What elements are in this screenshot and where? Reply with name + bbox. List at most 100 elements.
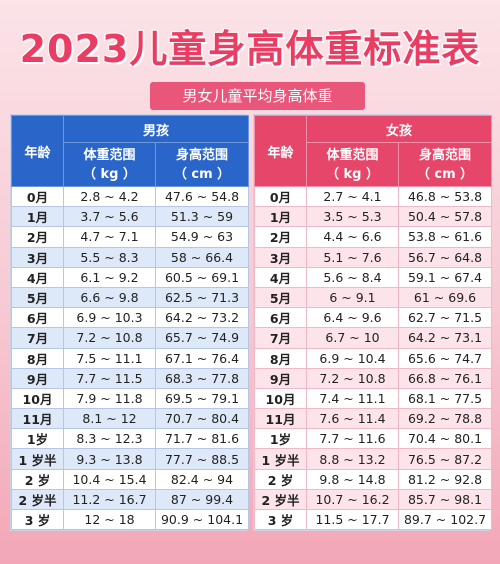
age-cell: 8月 — [254, 347, 307, 369]
height-cell: 68.1 ~ 77.5 — [397, 387, 493, 410]
height-cell: 50.4 ~ 57.8 — [397, 206, 493, 228]
table-row: 2 岁半 11.2 ~ 16.7 87 ~ 99.4 — [11, 488, 250, 511]
subtitle-banner: 男女儿童平均身高体重 — [150, 82, 365, 110]
height-cell: 61 ~ 69.6 — [397, 286, 493, 309]
table-row: 1月 3.5 ~ 5.3 50.4 ~ 57.8 — [254, 206, 493, 228]
age-cell: 2月 — [11, 226, 64, 248]
height-cell: 65.6 ~ 74.7 — [397, 347, 493, 369]
boys-header: 男孩 — [62, 115, 250, 143]
table-row: 1月 3.7 ~ 5.6 51.3 ~ 59 — [11, 206, 250, 228]
table-row: 8月 7.5 ~ 11.1 67.1 ~ 76.4 — [11, 347, 250, 369]
height-cell: 64.2 ~ 73.1 — [397, 327, 493, 349]
weight-unit-label: （ kg ） — [82, 166, 136, 182]
table-row: 1 岁半 9.3 ~ 13.8 77.7 ~ 88.5 — [11, 448, 250, 470]
height-cell: 89.7 ~ 102.7 — [397, 508, 493, 531]
weight-cell: 7.7 ~ 11.5 — [63, 367, 156, 389]
height-unit-label: （ cm ） — [416, 166, 474, 182]
weight-cell: 5.5 ~ 8.3 — [63, 246, 156, 268]
age-cell: 6月 — [11, 307, 64, 329]
weight-cell: 4.4 ~ 6.6 — [306, 226, 399, 248]
age-cell: 3 岁 — [254, 508, 307, 531]
table-row: 10月 7.9 ~ 11.8 69.5 ~ 79.1 — [11, 387, 250, 410]
weight-cell: 7.9 ~ 11.8 — [63, 387, 156, 410]
weight-range-header: 体重范围 （ kg ） — [63, 142, 156, 187]
height-unit-label: （ cm ） — [173, 166, 231, 182]
weight-range-label: 体重范围 — [326, 147, 379, 163]
age-cell: 8月 — [11, 347, 64, 369]
weight-cell: 7.2 ~ 10.8 — [306, 367, 399, 389]
boys-table: 年龄 男孩 体重范围 （ kg ） 身高范围 （ cm ） 0月 2.8 ~ 4.… — [11, 115, 250, 531]
table-row: 2月 4.7 ~ 7.1 54.9 ~ 63 — [11, 226, 250, 248]
weight-range-header: 体重范围 （ kg ） — [306, 142, 399, 187]
height-range-label: 身高范围 — [176, 147, 229, 163]
height-cell: 76.5 ~ 87.2 — [397, 448, 493, 470]
girls-table-container: 年龄 女孩 体重范围 （ kg ） 身高范围 （ cm ） 0月 2.7 ~ 4.… — [253, 114, 493, 532]
age-cell: 1 岁半 — [254, 448, 307, 470]
height-cell: 87 ~ 99.4 — [154, 488, 250, 511]
weight-cell: 7.4 ~ 11.1 — [306, 387, 399, 410]
boys-table-body: 0月 2.8 ~ 4.2 47.6 ~ 54.8 1月 3.7 ~ 5.6 51.3 ~ … — [11, 185, 250, 531]
age-cell: 6月 — [254, 307, 307, 329]
table-row: 4月 6.1 ~ 9.2 60.5 ~ 69.1 — [11, 266, 250, 288]
height-cell: 46.8 ~ 53.8 — [397, 185, 493, 208]
age-cell: 5月 — [11, 286, 64, 309]
height-cell: 81.2 ~ 92.8 — [397, 468, 493, 490]
table-row: 3月 5.1 ~ 7.6 56.7 ~ 64.8 — [254, 246, 493, 268]
weight-cell: 7.2 ~ 10.8 — [63, 327, 156, 349]
weight-cell: 6.9 ~ 10.3 — [63, 307, 156, 329]
table-row: 2月 4.4 ~ 6.6 53.8 ~ 61.6 — [254, 226, 493, 248]
weight-cell: 5.1 ~ 7.6 — [306, 246, 399, 268]
weight-cell: 9.8 ~ 14.8 — [306, 468, 399, 490]
age-cell: 11月 — [11, 408, 64, 430]
height-cell: 68.3 ~ 77.8 — [154, 367, 250, 389]
table-row: 2 岁半 10.7 ~ 16.2 85.7 ~ 98.1 — [254, 488, 493, 511]
weight-cell: 6.6 ~ 9.8 — [63, 286, 156, 309]
girls-table: 年龄 女孩 体重范围 （ kg ） 身高范围 （ cm ） 0月 2.7 ~ 4.… — [254, 115, 493, 531]
table-row: 1岁 8.3 ~ 12.3 71.7 ~ 81.6 — [11, 428, 250, 450]
age-cell: 7月 — [254, 327, 307, 349]
weight-cell: 6 ~ 9.1 — [306, 286, 399, 309]
table-row: 0月 2.8 ~ 4.2 47.6 ~ 54.8 — [11, 185, 250, 208]
weight-cell: 2.7 ~ 4.1 — [306, 185, 399, 208]
table-row: 1 岁半 8.8 ~ 13.2 76.5 ~ 87.2 — [254, 448, 493, 470]
table-row: 11月 8.1 ~ 12 70.7 ~ 80.4 — [11, 408, 250, 430]
age-cell: 3月 — [254, 246, 307, 268]
table-row: 4月 5.6 ~ 8.4 59.1 ~ 67.4 — [254, 266, 493, 288]
weight-cell: 10.7 ~ 16.2 — [306, 488, 399, 511]
height-cell: 67.1 ~ 76.4 — [154, 347, 250, 369]
height-range-header: 身高范围 （ cm ） — [397, 142, 493, 187]
height-cell: 71.7 ~ 81.6 — [154, 428, 250, 450]
weight-unit-label: （ kg ） — [325, 166, 379, 182]
table-row: 2 岁 10.4 ~ 15.4 82.4 ~ 94 — [11, 468, 250, 490]
table-row: 9月 7.7 ~ 11.5 68.3 ~ 77.8 — [11, 367, 250, 389]
table-row: 7月 7.2 ~ 10.8 65.7 ~ 74.9 — [11, 327, 250, 349]
weight-cell: 8.8 ~ 13.2 — [306, 448, 399, 470]
height-cell: 69.2 ~ 78.8 — [397, 408, 493, 430]
weight-cell: 6.9 ~ 10.4 — [306, 347, 399, 369]
height-cell: 85.7 ~ 98.1 — [397, 488, 493, 511]
age-cell: 2月 — [254, 226, 307, 248]
height-cell: 77.7 ~ 88.5 — [154, 448, 250, 470]
height-cell: 64.2 ~ 73.2 — [154, 307, 250, 329]
weight-cell: 11.2 ~ 16.7 — [63, 488, 156, 511]
age-cell: 11月 — [254, 408, 307, 430]
weight-cell: 4.7 ~ 7.1 — [63, 226, 156, 248]
weight-cell: 6.1 ~ 9.2 — [63, 266, 156, 288]
age-cell: 3 岁 — [11, 508, 64, 531]
table-row: 10月 7.4 ~ 11.1 68.1 ~ 77.5 — [254, 387, 493, 410]
table-row: 7月 6.7 ~ 10 64.2 ~ 73.1 — [254, 327, 493, 349]
weight-cell: 3.5 ~ 5.3 — [306, 206, 399, 228]
table-row: 9月 7.2 ~ 10.8 66.8 ~ 76.1 — [254, 367, 493, 389]
height-cell: 59.1 ~ 67.4 — [397, 266, 493, 288]
weight-cell: 2.8 ~ 4.2 — [63, 185, 156, 208]
weight-cell: 7.5 ~ 11.1 — [63, 347, 156, 369]
age-header: 年龄 — [254, 115, 307, 187]
weight-cell: 10.4 ~ 15.4 — [63, 468, 156, 490]
weight-cell: 7.6 ~ 11.4 — [306, 408, 399, 430]
age-cell: 4月 — [11, 266, 64, 288]
age-cell: 2 岁半 — [11, 488, 64, 511]
age-cell: 4月 — [254, 266, 307, 288]
table-row: 3 岁 11.5 ~ 17.7 89.7 ~ 102.7 — [254, 508, 493, 531]
height-range-label: 身高范围 — [419, 147, 472, 163]
height-cell: 62.7 ~ 71.5 — [397, 307, 493, 329]
